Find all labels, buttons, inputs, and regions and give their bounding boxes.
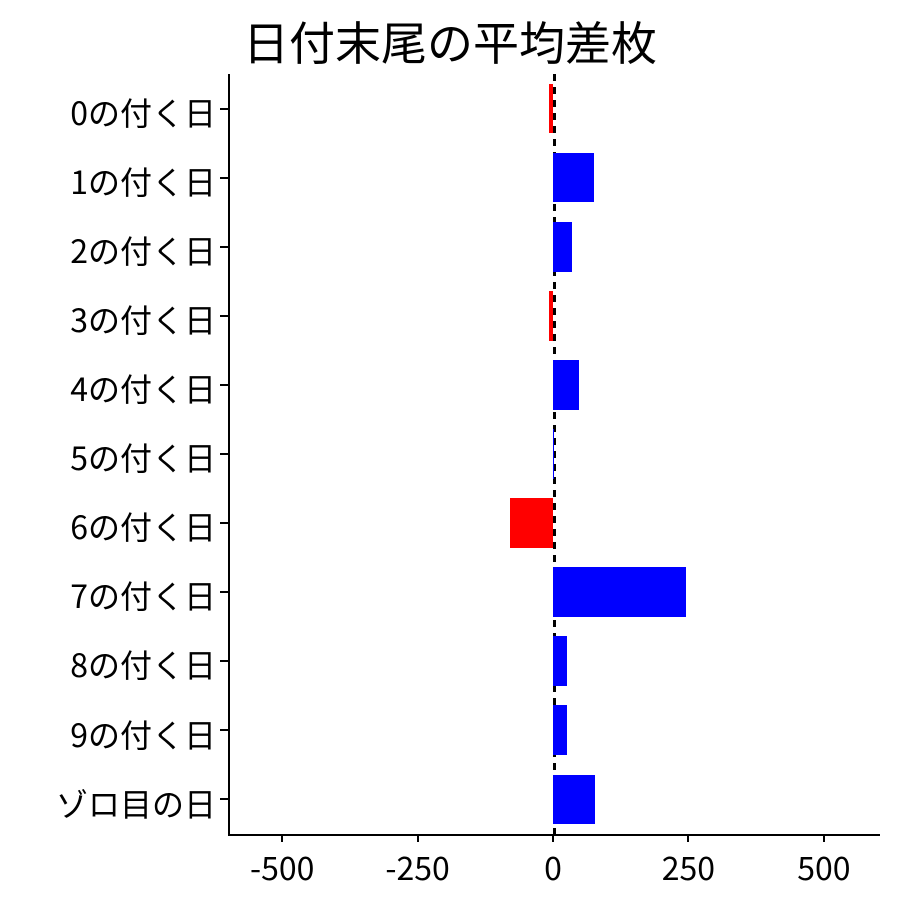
ytick-label: 2の付く日	[70, 227, 216, 273]
ytick-mark	[220, 246, 228, 248]
ytick-mark	[220, 177, 228, 179]
ytick-label: 0の付く日	[70, 89, 216, 135]
xtick-mark	[823, 834, 825, 842]
ytick-label: 5の付く日	[70, 434, 216, 480]
xtick-mark	[552, 834, 554, 842]
ytick-mark	[220, 315, 228, 317]
chart-container: 日付末尾の平均差枚 0の付く日 1の付く日 2の付く日 3の付く日 4の付く日 5の付く日…	[0, 0, 900, 900]
xtick-mark	[281, 834, 283, 842]
bar	[510, 498, 553, 548]
ytick-mark	[220, 522, 228, 524]
bar	[553, 567, 686, 617]
bar	[553, 222, 572, 272]
ytick-label: 9の付く日	[70, 711, 216, 757]
ytick-label: 6の付く日	[70, 503, 216, 549]
ytick-label: 1の付く日	[70, 158, 216, 204]
bar	[553, 153, 594, 203]
xtick-label: -500	[250, 844, 314, 890]
bar	[553, 705, 567, 755]
ytick-mark	[220, 453, 228, 455]
ytick-label: 8の付く日	[70, 641, 216, 687]
ytick-mark	[220, 798, 228, 800]
ytick-mark	[220, 591, 228, 593]
ytick-mark	[220, 660, 228, 662]
ytick-label: ゾロ目の日	[56, 780, 216, 826]
xtick-label: -250	[385, 844, 449, 890]
ytick-mark	[220, 729, 228, 731]
ytick-mark	[220, 384, 228, 386]
chart-title: 日付末尾の平均差枚	[0, 8, 900, 74]
xtick-label: 0	[544, 844, 562, 890]
ytick-label: 3の付く日	[70, 296, 216, 342]
ytick-mark	[220, 108, 228, 110]
bar	[549, 84, 553, 134]
ytick-label: 7の付く日	[70, 572, 216, 618]
bar	[553, 775, 595, 825]
bar	[553, 429, 554, 479]
bar	[549, 291, 553, 341]
ytick-label: 4の付く日	[70, 365, 216, 411]
xtick-label: 500	[797, 844, 850, 890]
xtick-label: 250	[662, 844, 715, 890]
xtick-mark	[417, 834, 419, 842]
bar	[553, 360, 579, 410]
bar	[553, 636, 567, 686]
xtick-mark	[687, 834, 689, 842]
